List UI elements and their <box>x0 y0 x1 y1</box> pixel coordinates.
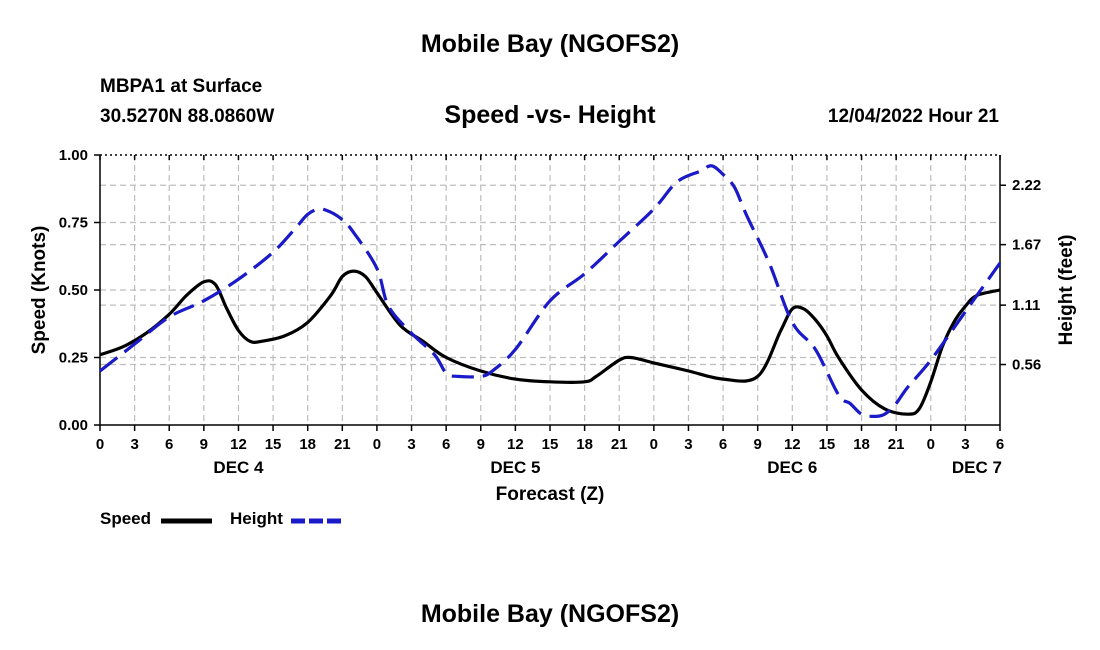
legend-speed-label: Speed <box>100 509 152 528</box>
x-tick-label: 21 <box>334 436 351 453</box>
x-tick-label: 18 <box>853 436 870 453</box>
x-tick-label: 9 <box>754 436 762 453</box>
station-label: MBPA1 at Surface <box>100 76 263 97</box>
x-tick-label: 6 <box>719 436 727 453</box>
x-tick-label: 6 <box>442 436 450 453</box>
x-tick-label: 15 <box>265 436 282 453</box>
station-coordinates: 30.5270N 88.0860W <box>100 106 275 127</box>
x-tick-label: 18 <box>576 436 593 453</box>
series-line-height <box>99 164 1002 418</box>
y-tick-label-left: 0.75 <box>59 215 88 232</box>
x-tick-label: 0 <box>650 436 658 453</box>
y-tick-label-right: 0.56 <box>1012 357 1041 374</box>
x-tick-label: 3 <box>684 436 692 453</box>
y-tick-label-right: 2.22 <box>1012 177 1041 194</box>
x-tick-label: 3 <box>407 436 415 453</box>
y-axis-title-right: Height (feet) <box>1056 235 1077 346</box>
x-day-label: DEC 5 <box>490 458 540 477</box>
y-tick-label-right: 1.11 <box>1012 297 1040 314</box>
x-tick-label: 12 <box>784 436 801 453</box>
y-tick-label-left: 0.50 <box>59 282 88 299</box>
x-day-label: DEC 6 <box>767 458 817 477</box>
chart-subtitle: Speed -vs- Height <box>444 101 656 129</box>
x-tick-label: 0 <box>373 436 381 453</box>
x-tick-label: 12 <box>507 436 524 453</box>
x-day-label: DEC 7 <box>952 458 1002 477</box>
x-tick-label: 15 <box>542 436 559 453</box>
x-tick-label: 6 <box>996 436 1004 453</box>
forecast-datetime: 12/04/2022 Hour 21 <box>827 106 999 127</box>
x-tick-label: 0 <box>927 436 935 453</box>
x-tick-label: 9 <box>200 436 208 453</box>
x-tick-label: 12 <box>230 436 247 453</box>
y-axis-title-left: Speed (Knots) <box>29 226 50 355</box>
y-tick-label-right: 1.67 <box>1012 237 1041 254</box>
y-tick-label-left: 1.00 <box>59 147 88 164</box>
x-tick-label: 3 <box>961 436 969 453</box>
x-tick-label: 6 <box>165 436 173 453</box>
y-tick-label-left: 0.00 <box>59 417 88 434</box>
x-day-label: DEC 4 <box>213 458 264 477</box>
legend-height-label: Height <box>230 509 283 528</box>
x-tick-label: 21 <box>888 436 905 453</box>
x-tick-label: 0 <box>96 436 104 453</box>
x-axis-title: Forecast (Z) <box>496 484 605 505</box>
x-tick-label: 21 <box>611 436 628 453</box>
chart-title-top: Mobile Bay (NGOFS2) <box>420 30 680 58</box>
y-tick-label-left: 0.25 <box>59 350 88 367</box>
x-tick-label: 18 <box>299 436 316 453</box>
x-tick-label: 9 <box>477 436 485 453</box>
series-line-speed <box>99 269 1001 416</box>
chart-title-bottom: Mobile Bay (NGOFS2) <box>420 600 680 628</box>
x-tick-label: 15 <box>819 436 836 453</box>
x-tick-label: 3 <box>130 436 138 453</box>
